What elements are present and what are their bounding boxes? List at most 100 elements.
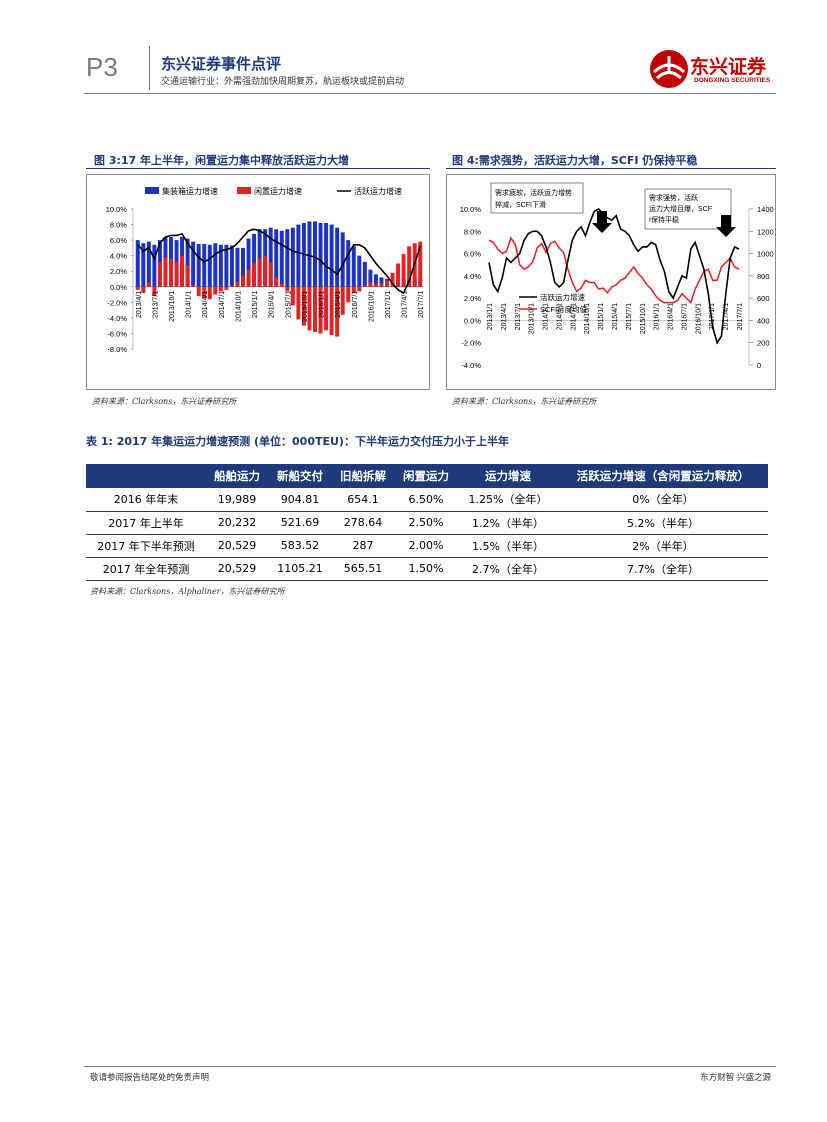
table-header-cell <box>86 464 206 488</box>
bar-total <box>313 221 317 287</box>
x-tick-label: 2017/4/1 <box>402 291 409 318</box>
bar-total <box>351 246 356 287</box>
table-cell: 2017 年上半年 <box>86 511 206 535</box>
x-tick-label: 2015/10/1 <box>302 291 309 322</box>
bar-idle <box>418 241 423 287</box>
bar-idle <box>274 277 279 287</box>
bar-idle <box>213 286 218 295</box>
x-tick-label: 2013/7/1 <box>515 303 522 330</box>
down-arrow-icon <box>716 215 736 237</box>
bar-total <box>185 238 190 287</box>
x-tick-label: 2014/7/1 <box>219 291 226 318</box>
line-active <box>488 208 740 345</box>
y-tick-label: 2.0% <box>110 267 127 276</box>
table-cell: 2.50% <box>394 511 458 535</box>
bar-total <box>279 230 284 287</box>
bar-total <box>340 232 345 287</box>
bar-idle <box>407 246 412 287</box>
bar-total <box>268 227 273 287</box>
x-tick-label: 2013/1/1 <box>487 303 494 330</box>
logo-text: 东兴证券 <box>690 56 767 78</box>
table-source: 资料来源：Clarksons，Alphaliner，东兴证券研究所 <box>90 587 285 596</box>
table-cell: 583.52 <box>268 534 332 558</box>
bar-total <box>257 229 262 287</box>
x-tick-label: 2015/7/1 <box>626 303 633 330</box>
bar-idle <box>379 283 384 287</box>
x-tick-label: 2016/7/1 <box>352 291 359 318</box>
bar-total <box>307 221 312 287</box>
table-cell: 1.25%（全年） <box>458 488 558 512</box>
annotation-text: 需求疲软，活跃运力增势 <box>495 188 572 197</box>
x-tick-label: 2015/4/1 <box>269 291 276 318</box>
bar-idle <box>246 269 251 287</box>
table-header-cell: 旧船拆解 <box>332 464 394 488</box>
footer-slogan: 东方财智 兴盛之源 <box>700 1073 771 1083</box>
y-left-tick-label: -2.0% <box>461 339 481 348</box>
table-row: 2017 年上半年 20,232 521.69 278.64 2.50% 1.2… <box>86 511 768 535</box>
bar-idle <box>357 286 362 292</box>
annotation-text: 需求强势，活跃 <box>649 193 698 202</box>
table-cell: 19,989 <box>206 488 268 512</box>
x-tick-label: 2014/1/1 <box>543 303 550 330</box>
x-tick-label: 2014/1/1 <box>186 291 193 318</box>
capacity-forecast-table: 船舶运力 新船交付 旧船拆解 闲置运力 运力增速 活跃运力增速（含闲置运力释放）… <box>86 464 768 581</box>
report-subtitle: 交通运输行业：外需强劲加快周期复苏，航运板块或提前启动 <box>161 77 405 87</box>
table-cell: 2016 年年末 <box>86 488 206 512</box>
bar-idle <box>296 286 301 320</box>
bar-idle <box>324 286 329 331</box>
table-header-cell: 船舶运力 <box>206 464 268 488</box>
header-divider <box>149 46 150 90</box>
table-row: 2017 年全年预测 20,529 1105.21 565.51 1.50% 2… <box>86 557 768 581</box>
bar-idle <box>346 286 351 303</box>
bar-idle <box>307 286 312 331</box>
table-header-cell: 新船交付 <box>268 464 332 488</box>
y-right-tick-label: 400 <box>757 316 770 325</box>
company-logo: 东兴证券 DONGXING SECURITIES <box>648 48 778 90</box>
bar-total <box>346 240 351 287</box>
y-tick-label: -2.0% <box>107 298 127 307</box>
x-tick-label: 2014/10/1 <box>235 291 242 322</box>
bar-idle <box>196 286 201 297</box>
table-cell: 904.81 <box>268 488 332 512</box>
legend-swatch <box>145 187 159 194</box>
y-left-tick-label: 6.0% <box>464 250 481 259</box>
table-cell: 1.2%（半年） <box>458 511 558 535</box>
y-tick-label: 10.0% <box>106 205 128 214</box>
y-right-tick-label: 0 <box>757 361 761 370</box>
bar-idle <box>396 263 401 287</box>
x-tick-label: 2014/4/1 <box>556 303 563 330</box>
y-tick-label: -8.0% <box>107 345 127 354</box>
y-tick-label: 6.0% <box>110 236 127 245</box>
figure3-chart: 集装箱运力增速 闲置运力增速 活跃运力增速 10.0% 8.0% 6.0% 4.0% 2.0%… <box>106 186 426 354</box>
x-tick-label: 2014/4/1 <box>202 291 209 318</box>
y-left-tick-label: 10.0% <box>460 205 482 214</box>
table-cell: 1105.21 <box>268 557 332 581</box>
bar-idle <box>252 263 257 287</box>
legend-label: SCFI月度均值 <box>540 304 588 314</box>
bar-total <box>213 243 218 287</box>
x-tick-label: 2017/1/1 <box>385 291 392 318</box>
figure3-title: 图 3:17 年上半年，闲置运力集中释放活跃运力大增 <box>94 154 350 167</box>
y-right-tick-label: 200 <box>757 339 770 348</box>
bar-total <box>357 255 362 287</box>
x-tick-label: 2016/10/1 <box>368 291 375 322</box>
bar-idle <box>340 286 345 315</box>
table-cell: 2017 年下半年预测 <box>86 534 206 558</box>
table-cell: 20,529 <box>206 534 268 558</box>
bar-total <box>335 227 340 287</box>
x-tick-label: 2017/7/1 <box>737 303 744 330</box>
bar-idle <box>279 283 284 287</box>
annotation-text: 运力大增且爆，SCF <box>649 204 712 213</box>
x-tick-label: 2013/10/1 <box>169 291 176 322</box>
bar-idle <box>385 280 389 287</box>
x-tick-label: 2015/10/1 <box>640 303 647 334</box>
table-cell: 654.1 <box>332 488 394 512</box>
bar-idle <box>157 261 162 287</box>
bar-idle <box>335 286 340 337</box>
down-arrow-icon <box>592 211 612 233</box>
annotation-text: 猝减，SCFI下滑 <box>495 200 546 209</box>
x-tick-label: 2017/4/1 <box>723 303 730 330</box>
x-tick-label: 2013/4/1 <box>136 291 143 318</box>
x-tick-label: 2015/1/1 <box>252 291 259 318</box>
page-number: P3 <box>86 52 118 82</box>
